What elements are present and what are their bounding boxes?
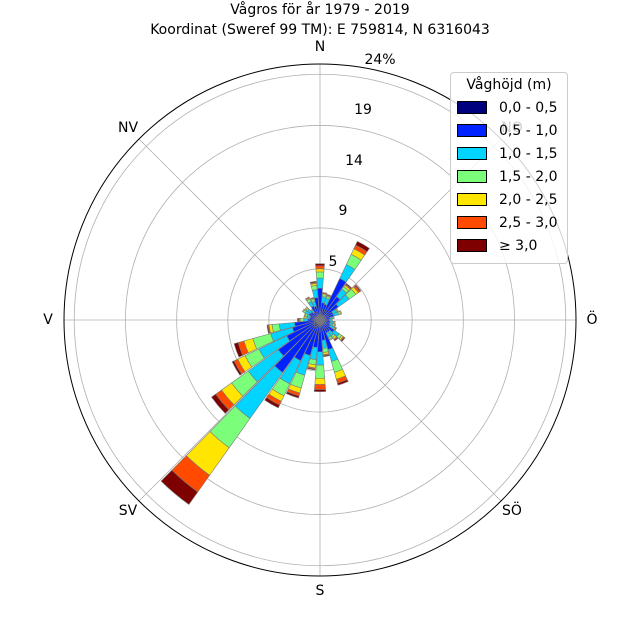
rose-bar-segment [211, 393, 230, 414]
rose-bar-segment [314, 364, 326, 379]
chart-subtitle: Koordinat (Sweref 99 TM): E 759814, N 63… [150, 22, 490, 38]
compass-label-sv: SV [119, 503, 138, 519]
compass-label-nv: NV [118, 120, 138, 136]
rose-bar-segment [314, 383, 326, 390]
rose-bar-segment [326, 293, 332, 298]
rose-bars [160, 240, 370, 505]
rose-bar-segment [300, 318, 304, 322]
rose-bar-segment [337, 379, 349, 386]
legend-label: 1,0 - 1,5 [499, 145, 558, 162]
compass-label-v: V [43, 312, 53, 328]
rose-bar-segment [316, 351, 324, 366]
compass-label-so: SÖ [502, 501, 522, 519]
legend-label: 0,0 - 0,5 [499, 99, 558, 116]
legend-label: 2,0 - 2,5 [499, 191, 558, 208]
compass-label-o: Ö [586, 310, 597, 328]
rose-bar-segment [306, 367, 316, 371]
rose-bar-segment [315, 271, 325, 279]
radial-tick-14: 14 [345, 153, 363, 169]
legend-swatch [457, 147, 487, 160]
rose-bar-segment [315, 263, 325, 267]
rose-bar-segment [309, 296, 315, 300]
radial-tick-19: 19 [354, 102, 372, 118]
legend-label: 1,5 - 2,0 [499, 168, 558, 185]
rose-bar-segment [233, 342, 244, 358]
legend-swatch [457, 124, 487, 137]
rose-bar-segment [313, 389, 327, 392]
legend-swatch [457, 239, 487, 252]
rose-bar-segment [339, 310, 343, 315]
legend-swatch [457, 101, 487, 114]
grid-spoke [319, 319, 502, 502]
rose-bar-segment [333, 337, 339, 342]
legend-label: 2,5 - 3,0 [499, 214, 558, 231]
chart-title: Vågros för år 1979 - 2019 [230, 1, 409, 18]
legend-item: 0,0 - 0,5 [457, 96, 561, 119]
radial-tick-24: 24% [364, 52, 395, 68]
rose-bar-segment [340, 336, 346, 342]
rose-bar-segment [330, 318, 333, 322]
legend-item: 1,5 - 2,0 [457, 165, 561, 188]
rose-bar-segment [311, 289, 319, 299]
rose-bar-segment [315, 265, 325, 270]
rose-bar-segment [333, 321, 336, 325]
rose-bar-segment [304, 306, 309, 311]
rose-bar-segment [309, 280, 317, 284]
rose-bar-segment [314, 377, 326, 385]
legend: Våghöjd (m) 0,0 - 0,5 0,5 - 1,0 1,0 - 1,… [450, 72, 568, 264]
rose-bar-segment [160, 469, 199, 505]
legend-label: ≥ 3,0 [499, 237, 538, 254]
rose-bar-segment [316, 277, 324, 289]
legend-label: 0,5 - 1,0 [499, 122, 558, 139]
compass-label-n: N [315, 39, 325, 55]
rose-bar-segment [302, 308, 306, 313]
legend-item: 2,0 - 2,5 [457, 188, 561, 211]
radial-tick-5: 5 [329, 254, 338, 270]
outer-circle [63, 63, 577, 577]
legend-item: 0,5 - 1,0 [457, 119, 561, 142]
legend-item: 1,0 - 1,5 [457, 142, 561, 165]
legend-swatch [457, 216, 487, 229]
rose-bar-segment [328, 337, 334, 341]
rose-bar-segment [354, 284, 362, 292]
legend-title: Våghöjd (m) [466, 77, 552, 93]
rose-bar-segment [322, 292, 328, 295]
rose-bar-segment [264, 397, 280, 409]
rose-bar-segment [345, 282, 353, 290]
rose-bar-segment [266, 324, 270, 334]
grid-spoke [138, 138, 321, 321]
rose-bar-segment [305, 296, 310, 301]
legend-swatch [457, 193, 487, 206]
compass-label-s: S [316, 583, 325, 599]
rose-bar-segment [297, 317, 299, 323]
radial-tick-9: 9 [339, 203, 348, 219]
rose-bar-segment [303, 315, 306, 319]
rose-bar-segment [285, 391, 300, 399]
rose-bar-segment [231, 360, 243, 376]
rose-bar-segment [332, 316, 335, 320]
rose-bar-segment [315, 268, 325, 273]
legend-item: ≥ 3,0 [457, 234, 561, 257]
rose-bar-segment [355, 240, 370, 253]
legend-item: 2,5 - 3,0 [457, 211, 561, 234]
rose-bar-segment [323, 354, 330, 358]
legend-swatch [457, 170, 487, 183]
